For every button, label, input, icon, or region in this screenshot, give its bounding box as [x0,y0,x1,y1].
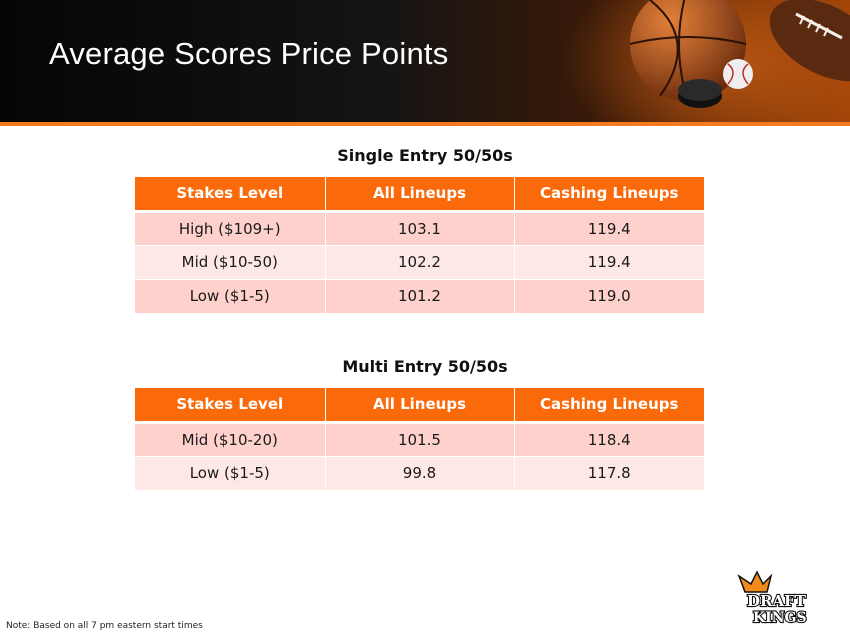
hockey-puck-icon [678,79,722,108]
baseball-icon [723,59,753,89]
column-header-cashing-lineups: Cashing Lineups [514,388,704,424]
all-lineups-cell: 101.5 [325,422,515,457]
column-header-all-lineups: All Lineups [325,177,515,213]
single-entry-table: Stakes Level All Lineups Cashing Lineups… [135,177,704,314]
table-row: Mid ($10-50) 102.2 119.4 [135,245,704,280]
sports-balls-image [629,0,850,108]
cashing-lineups-cell: 119.4 [514,245,704,280]
column-header-cashing-lineups: Cashing Lineups [514,177,704,213]
stakes-level-cell: Mid ($10-50) [135,245,326,280]
column-header-all-lineups: All Lineups [325,388,515,424]
football-icon [769,0,850,82]
cashing-lineups-cell: 119.4 [514,211,704,246]
stakes-level-cell: Low ($1-5) [135,279,326,314]
table-row: Mid ($10-20) 101.5 118.4 [135,422,704,457]
title-banner: Average Scores Price Points [0,0,850,122]
svg-text:DRAFT: DRAFT [747,592,807,610]
single-entry-table-title: Single Entry 50/50s [337,146,513,165]
multi-entry-table-title: Multi Entry 50/50s [342,357,508,376]
column-header-stakes-level: Stakes Level [135,388,326,424]
table-row: High ($109+) 103.1 119.4 [135,211,704,246]
table-row: Low ($1-5) 101.2 119.0 [135,279,704,314]
column-header-stakes-level: Stakes Level [135,177,326,213]
stakes-level-cell: Mid ($10-20) [135,422,326,457]
table-header-row: Stakes Level All Lineups Cashing Lineups [135,388,704,424]
stakes-level-cell: High ($109+) [135,211,326,246]
stakes-level-cell: Low ($1-5) [135,456,326,491]
all-lineups-cell: 101.2 [325,279,515,314]
cashing-lineups-cell: 119.0 [514,279,704,314]
basketball-icon [629,0,747,103]
footnote: Note: Based on all 7 pm eastern start ti… [6,621,203,631]
table-row: Low ($1-5) 99.8 117.8 [135,456,704,491]
crown-icon [737,570,773,593]
all-lineups-cell: 102.2 [325,245,515,280]
all-lineups-cell: 103.1 [325,211,515,246]
svg-text:KINGS: KINGS [753,610,807,626]
cashing-lineups-cell: 117.8 [514,456,704,491]
cashing-lineups-cell: 118.4 [514,422,704,457]
table-header-row: Stakes Level All Lineups Cashing Lineups [135,177,704,213]
all-lineups-cell: 99.8 [325,456,515,491]
page-title: Average Scores Price Points [49,36,449,71]
banner-accent-stripe [0,122,850,126]
draftkings-logo: DRAFT KINGS [737,570,808,627]
multi-entry-table: Stakes Level All Lineups Cashing Lineups… [135,388,704,491]
